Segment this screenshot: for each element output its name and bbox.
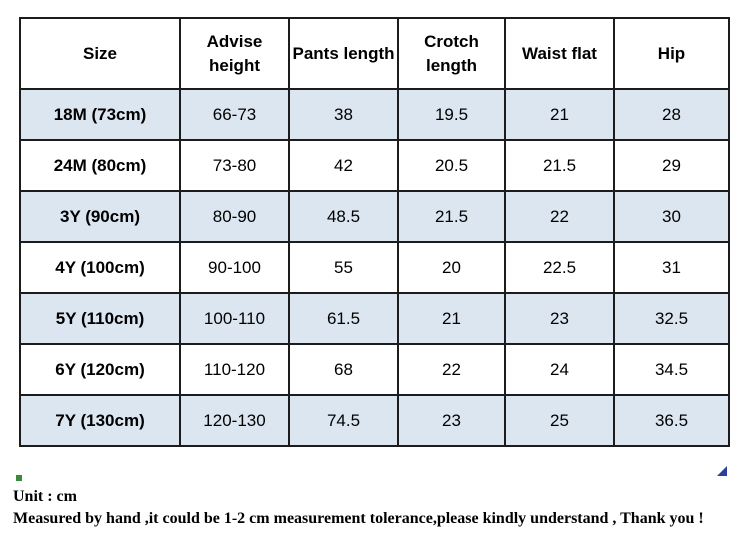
table-row: 24M (80cm) 73-80 42 20.5 21.5 29 bbox=[19, 139, 730, 192]
value-cell: 21 bbox=[397, 292, 506, 345]
value-cell: 48.5 bbox=[288, 190, 399, 243]
value-cell: 22 bbox=[504, 190, 615, 243]
table-row: 7Y (130cm) 120-130 74.5 23 25 36.5 bbox=[19, 394, 730, 447]
column-header: Waist flat bbox=[504, 17, 615, 90]
size-chart-table-container: Size Advise height Pants length Crotch leng… bbox=[19, 17, 730, 447]
value-cell: 34.5 bbox=[613, 343, 730, 396]
value-cell: 20 bbox=[397, 241, 506, 294]
value-cell: 29 bbox=[613, 139, 730, 192]
column-header: Advise height bbox=[179, 17, 290, 90]
column-header: Pants length bbox=[288, 17, 399, 90]
value-cell: 28 bbox=[613, 88, 730, 141]
table-row: 4Y (100cm) 90-100 55 20 22.5 31 bbox=[19, 241, 730, 294]
value-cell: 90-100 bbox=[179, 241, 290, 294]
size-cell: 7Y (130cm) bbox=[19, 394, 181, 447]
value-cell: 23 bbox=[397, 394, 506, 447]
tolerance-note: Measured by hand ,it could be 1-2 cm mea… bbox=[13, 509, 704, 527]
value-cell: 80-90 bbox=[179, 190, 290, 243]
table-row: 3Y (90cm) 80-90 48.5 21.5 22 30 bbox=[19, 190, 730, 243]
value-cell: 22 bbox=[397, 343, 506, 396]
value-cell: 24 bbox=[504, 343, 615, 396]
value-cell: 21 bbox=[504, 88, 615, 141]
value-cell: 68 bbox=[288, 343, 399, 396]
size-cell: 18M (73cm) bbox=[19, 88, 181, 141]
value-cell: 32.5 bbox=[613, 292, 730, 345]
table-row: 18M (73cm) 66-73 38 19.5 21 28 bbox=[19, 88, 730, 141]
corner-triangle-marker bbox=[717, 466, 727, 476]
table-header: Size Advise height Pants length Crotch leng… bbox=[19, 17, 730, 90]
value-cell: 21.5 bbox=[504, 139, 615, 192]
value-cell: 66-73 bbox=[179, 88, 290, 141]
size-cell: 6Y (120cm) bbox=[19, 343, 181, 396]
value-cell: 30 bbox=[613, 190, 730, 243]
unit-note: Unit : cm bbox=[13, 488, 77, 505]
value-cell: 19.5 bbox=[397, 88, 506, 141]
footnotes: Unit : cm Measured by hand ,it could be … bbox=[13, 486, 704, 529]
value-cell: 22.5 bbox=[504, 241, 615, 294]
value-cell: 100-110 bbox=[179, 292, 290, 345]
size-cell: 24M (80cm) bbox=[19, 139, 181, 192]
value-cell: 55 bbox=[288, 241, 399, 294]
value-cell: 120-130 bbox=[179, 394, 290, 447]
table-row: 5Y (110cm) 100-110 61.5 21 23 32.5 bbox=[19, 292, 730, 345]
value-cell: 61.5 bbox=[288, 292, 399, 345]
value-cell: 36.5 bbox=[613, 394, 730, 447]
size-cell: 4Y (100cm) bbox=[19, 241, 181, 294]
value-cell: 23 bbox=[504, 292, 615, 345]
table-body: 18M (73cm) 66-73 38 19.5 21 28 24M (80cm) 73-80… bbox=[19, 88, 730, 447]
selection-fill-handle bbox=[16, 475, 22, 481]
value-cell: 25 bbox=[504, 394, 615, 447]
value-cell: 20.5 bbox=[397, 139, 506, 192]
size-cell: 3Y (90cm) bbox=[19, 190, 181, 243]
value-cell: 110-120 bbox=[179, 343, 290, 396]
column-header: Crotch length bbox=[397, 17, 506, 90]
size-cell: 5Y (110cm) bbox=[19, 292, 181, 345]
value-cell: 31 bbox=[613, 241, 730, 294]
column-header: Hip bbox=[613, 17, 730, 90]
column-header: Size bbox=[19, 17, 181, 90]
value-cell: 74.5 bbox=[288, 394, 399, 447]
size-chart-table: Size Advise height Pants length Crotch leng… bbox=[19, 17, 730, 447]
value-cell: 73-80 bbox=[179, 139, 290, 192]
value-cell: 21.5 bbox=[397, 190, 506, 243]
value-cell: 42 bbox=[288, 139, 399, 192]
header-row: Size Advise height Pants length Crotch leng… bbox=[19, 17, 730, 90]
table-row: 6Y (120cm) 110-120 68 22 24 34.5 bbox=[19, 343, 730, 396]
value-cell: 38 bbox=[288, 88, 399, 141]
